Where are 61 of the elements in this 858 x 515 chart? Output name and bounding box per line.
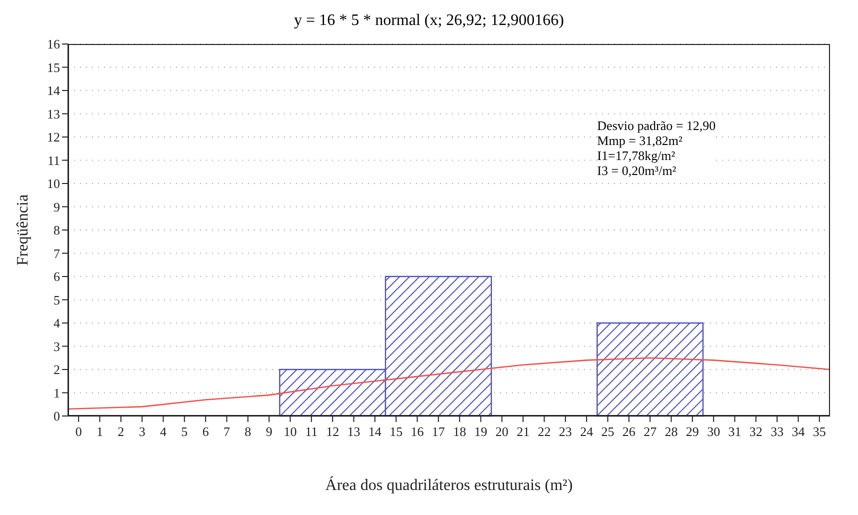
annotation: I3 = 0,20m³/m² xyxy=(597,163,678,178)
y-tick-label: 2 xyxy=(54,362,60,378)
y-tick-label: 11 xyxy=(47,152,60,168)
annotation: Desvio padrão = 12,90 xyxy=(597,118,716,134)
y-tick-label: 0 xyxy=(54,408,60,424)
y-tick-label: 9 xyxy=(54,199,60,214)
line-series xyxy=(68,357,830,410)
y-tick-label: 14 xyxy=(47,83,60,98)
x-tick-label: 33 xyxy=(770,424,784,439)
y-axis-title: Freqüência xyxy=(14,194,32,266)
x-tick-label: 12 xyxy=(326,424,340,439)
chart-title: y = 16 * 5 * normal (x; 26,92; 12,900166) xyxy=(293,11,565,31)
x-tick-label: 8 xyxy=(244,424,252,439)
x-tick-label: 21 xyxy=(516,424,530,439)
x-tick-label: 1 xyxy=(96,424,103,439)
x-tick-label: 16 xyxy=(410,424,424,439)
y-tick-label: 16 xyxy=(47,36,60,52)
x-tick-label: 5 xyxy=(181,424,188,439)
x-tick-label: 20 xyxy=(495,424,508,439)
x-tick-label: 23 xyxy=(558,424,572,439)
x-tick-label: 35 xyxy=(812,424,826,439)
y-tick-label: 3 xyxy=(54,338,60,354)
x-tick-label: 26 xyxy=(622,424,636,439)
x-tick-label: 0 xyxy=(75,424,82,439)
y-tick-label: 7 xyxy=(54,246,60,261)
annotation: I1=17,78kg/m² xyxy=(597,148,676,164)
x-tick-label: 2 xyxy=(118,424,124,439)
x-tick-label: 30 xyxy=(707,424,720,439)
annotation: Mmp = 31,82m² xyxy=(597,133,684,148)
x-tick-label: 6 xyxy=(202,424,210,439)
y-tick-label: 6 xyxy=(54,269,60,284)
x-tick-label: 29 xyxy=(686,424,699,439)
x-tick-label: 3 xyxy=(138,424,146,439)
x-tick-label: 27 xyxy=(644,424,658,439)
x-tick-label: 17 xyxy=(432,424,446,439)
x-axis-title: Área dos quadriláteros estruturais (m²) xyxy=(325,476,573,494)
x-tick-label: 22 xyxy=(538,424,551,439)
y-tick-label: 15 xyxy=(47,60,60,75)
x-tick-label: 9 xyxy=(266,424,272,439)
x-tick-label: 15 xyxy=(390,424,403,439)
x-tick-label: 28 xyxy=(664,424,678,439)
x-tick-label: 10 xyxy=(284,424,297,439)
x-tick-label: 18 xyxy=(453,424,466,439)
x-tick-label: 4 xyxy=(160,424,167,439)
x-tick-label: 32 xyxy=(749,424,762,439)
y-tick-label: 1 xyxy=(54,385,60,400)
y-tick-label: 4 xyxy=(54,316,60,331)
x-tick-label: 31 xyxy=(728,424,742,439)
x-tick-label: 14 xyxy=(368,424,382,439)
x-tick-label: 34 xyxy=(792,424,806,439)
y-tick-label: 10 xyxy=(47,176,60,192)
x-tick-label: 7 xyxy=(224,424,230,439)
x-tick-label: 24 xyxy=(580,424,594,439)
y-tick-label: 8 xyxy=(54,222,60,238)
y-tick-label: 5 xyxy=(54,292,60,308)
x-tick-label: 19 xyxy=(474,424,488,439)
x-tick-label: 25 xyxy=(601,424,614,439)
x-tick-label: 11 xyxy=(305,424,318,439)
y-tick-label: 13 xyxy=(47,106,60,122)
y-tick-label: 12 xyxy=(47,130,60,145)
x-tick-label: 13 xyxy=(347,424,360,439)
